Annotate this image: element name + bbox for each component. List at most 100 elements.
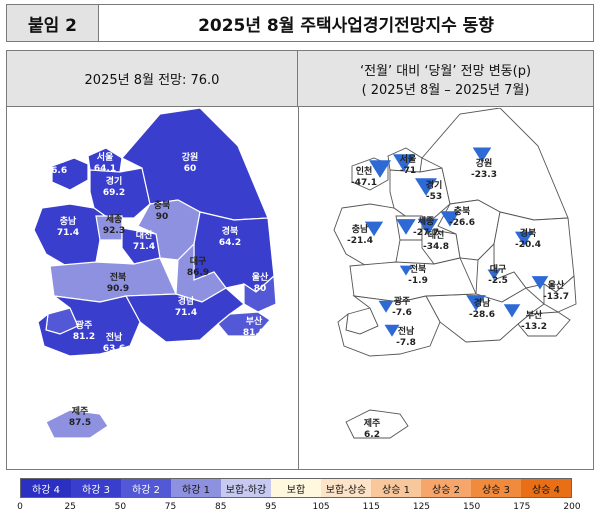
decrease-marker-4 <box>440 211 460 227</box>
legend-tick: 115 <box>362 502 380 512</box>
change-region-value: -34.8 <box>423 242 449 252</box>
legend-item-8: 상승 2 <box>421 479 471 497</box>
change-region-name: 울산 <box>548 279 565 291</box>
change-region-value: -7.8 <box>396 338 416 348</box>
right-heading-line2: ( 2025년 8월 – 2025년 7월) <box>361 82 530 98</box>
change-region-value: -26.6 <box>449 218 475 228</box>
region-value-label: 81.2 <box>73 332 95 342</box>
legend-item-1: 하강 3 <box>71 479 121 497</box>
change-map: 서울-71 인천-47.1 경기-53 강원-23.3 충북-26.6 세종-27.7 충남… <box>333 108 577 440</box>
region-name-label: 충북 <box>154 199 171 211</box>
legend-tick: 50 <box>114 502 127 512</box>
change-region-name: 인천 <box>356 166 373 177</box>
region-value-label: 60 <box>184 164 197 174</box>
change-region-value: -7.6 <box>392 308 412 318</box>
legend-item-7: 상승 1 <box>371 479 421 497</box>
decrease-marker-2 <box>415 178 437 196</box>
region-name-label: 광주 <box>76 319 93 331</box>
legend-tick: 175 <box>513 502 531 512</box>
region-value-label: 64.1 <box>94 164 116 174</box>
outline-region-16 <box>345 409 409 439</box>
legend-tick: 125 <box>412 502 431 512</box>
region-name-label: 전남 <box>106 331 123 343</box>
change-region-value: -23.3 <box>471 170 497 180</box>
region-value-label: 69.2 <box>103 188 125 198</box>
region-name-label: 대전 <box>136 229 153 241</box>
decrease-marker-11 <box>531 276 549 290</box>
region-value-label: 87.5 <box>69 418 91 428</box>
legend-tick: 200 <box>563 502 581 512</box>
change-region-name: 전남 <box>398 325 415 337</box>
change-region-value: 6.2 <box>364 430 380 440</box>
right-heading-line1: ‘전월’ 대비 ‘당월’ 전망 변동(p) <box>359 63 532 79</box>
change-region-value: -1.9 <box>408 276 428 286</box>
change-region-name: 경기 <box>426 179 443 191</box>
region-value-label: 81.8 <box>243 328 265 338</box>
region-name-label: 전북 <box>110 271 127 283</box>
change-region-name: 경북 <box>520 227 537 239</box>
region-value-label: 80 <box>254 284 267 294</box>
change-region-name: 대구 <box>490 263 507 275</box>
region-value-label: 90 <box>156 212 169 222</box>
decrease-marker-0 <box>393 154 415 172</box>
title-badge: 붙임 2 <box>7 5 99 41</box>
legend-tick: 95 <box>265 502 277 512</box>
maps-panel: 2025년 8월 전망: 76.0 ‘전월’ 대비 ‘당월’ 전망 변동(p) … <box>6 50 594 470</box>
legend-item-4: 보합-하강 <box>221 479 271 497</box>
legend-tick: 75 <box>164 502 177 512</box>
region-name-label: 부산 <box>246 315 263 327</box>
change-region-value: -2.5 <box>488 276 508 286</box>
decrease-marker-6 <box>364 221 384 237</box>
legend: 하강 4 하강 3 하강 2 하강 1 보합-하강 보합 보합-상승 상승 1 상승 2 상승 3… <box>20 478 572 498</box>
region-15 <box>37 295 141 357</box>
legend-tick: 150 <box>463 502 481 512</box>
legend-ticks: 0 25 50 75 85 95 105 115 125 150 175 200 <box>6 502 594 516</box>
change-region-value: -71 <box>400 166 416 176</box>
change-region-value: -28.6 <box>469 310 495 320</box>
legend-tick: 0 <box>17 502 23 512</box>
left-panel-heading: 2025년 8월 전망: 76.0 <box>7 51 298 107</box>
region-value-label: 86.9 <box>187 268 209 278</box>
decrease-marker-8 <box>514 231 534 247</box>
change-region-name: 충북 <box>454 205 471 217</box>
region-value-label: 71.4 <box>175 308 197 318</box>
legend-item-3: 하강 1 <box>171 479 221 497</box>
region-name-label: 강원 <box>182 151 199 163</box>
left-heading-text: 2025년 8월 전망: 76.0 <box>84 73 220 88</box>
panel-divider <box>298 107 299 469</box>
change-region-name: 전북 <box>410 263 427 275</box>
outline-region-12 <box>425 287 545 343</box>
decrease-marker-7 <box>417 218 439 236</box>
region-value-label: 66.6 <box>45 166 67 176</box>
legend-item-5: 보합 <box>271 479 321 497</box>
change-region-value: -13.2 <box>521 322 547 332</box>
decrease-marker-5 <box>396 219 416 235</box>
change-region-value: -21.4 <box>347 236 373 246</box>
legend-tick: 85 <box>214 502 227 512</box>
legend-item-10: 상승 4 <box>521 479 571 497</box>
change-region-name: 부산 <box>526 309 543 321</box>
decrease-marker-14 <box>503 304 521 318</box>
region-name-label: 경남 <box>178 295 195 307</box>
title-bar: 붙임 2 2025년 8월 주택사업경기전망지수 동향 <box>6 4 594 42</box>
region-name-label: 울산 <box>252 271 269 283</box>
change-region-value: -20.4 <box>515 240 541 250</box>
change-region-name: 제주 <box>364 417 381 429</box>
change-region-name: 광주 <box>394 295 411 307</box>
change-region-value: -53 <box>426 192 442 202</box>
region-1 <box>51 157 89 191</box>
region-name-label: 인천 <box>48 154 65 165</box>
legend-tick: 25 <box>64 502 76 512</box>
region-2 <box>89 167 151 219</box>
region-16 <box>45 409 109 439</box>
region-value-label: 92.3 <box>103 226 125 236</box>
change-region-value: -47.1 <box>351 178 377 188</box>
region-value-label: 71.4 <box>57 228 79 238</box>
change-region-name: 대전 <box>428 229 445 241</box>
legend-tick: 105 <box>312 502 330 512</box>
region-value-label: 90.9 <box>107 284 129 294</box>
change-region-name: 서울 <box>400 153 417 165</box>
decrease-marker-9 <box>399 265 413 276</box>
decrease-marker-15 <box>384 324 400 337</box>
